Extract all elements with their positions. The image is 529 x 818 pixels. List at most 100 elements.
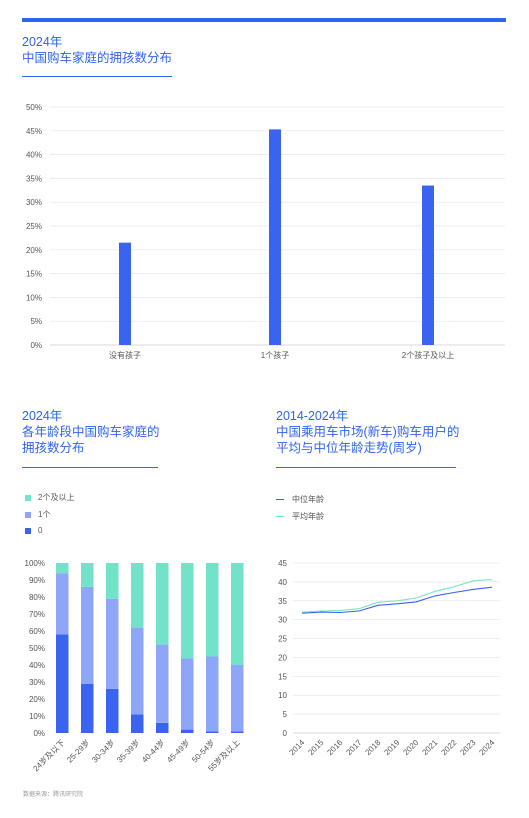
chart1-title: 中国购车家庭的拥孩数分布	[22, 51, 173, 65]
chart2-bar-segment	[231, 665, 244, 732]
chart3-y-tick-label: 20	[278, 653, 287, 662]
chart2-bar-segment	[131, 627, 144, 715]
chart3-y-tick-label: 35	[278, 597, 287, 606]
chart2-y-tick-label: 40%	[29, 661, 45, 670]
chart1-title-underline	[22, 76, 172, 77]
chart3-x-tick-label: 2019	[382, 738, 401, 757]
chart3-x-tick-label: 2014	[287, 738, 306, 757]
chart1-y-tick-label: 0%	[30, 341, 42, 350]
chart3-median-line	[301, 586, 493, 614]
chart1-bar	[269, 129, 281, 345]
chart2-bar-segment	[81, 586, 94, 684]
legend-line-median	[276, 498, 284, 501]
chart3-y-tick-label: 0	[283, 729, 288, 738]
chart1-y-tick-label: 5%	[30, 317, 42, 326]
chart2-x-tick-label: 25-29岁	[64, 737, 91, 764]
chart3-title-year: 2014-2024年	[276, 409, 349, 423]
chart1-title-year: 2024年	[22, 35, 63, 49]
legend-label-2plus: 2个及以上	[38, 493, 75, 502]
source-note: 数据来源：腾讯研究院	[23, 792, 84, 798]
chart2-bar-segment	[81, 563, 94, 587]
chart1-y-tick-label: 20%	[26, 246, 42, 255]
chart2-legend-1: 1个	[25, 509, 50, 520]
chart2-bar-segment	[206, 656, 219, 732]
chart3-y-tick-label: 5	[283, 710, 288, 719]
chart2-bar-segment	[156, 644, 169, 723]
legend-swatch-2plus	[25, 494, 31, 501]
chart2-x-tick-label: 24岁及以下	[31, 737, 67, 773]
chart2-bar-segment	[156, 722, 169, 733]
chart2-title-year: 2024年	[22, 409, 63, 423]
legend-swatch-0	[25, 527, 31, 534]
chart2-bar-segment	[156, 563, 169, 645]
chart3-y-tick-label: 40	[278, 578, 287, 587]
chart3-x-tick-label: 2017	[344, 738, 363, 757]
chart2-y-tick-label: 100%	[25, 559, 45, 568]
chart2-legend-2plus: 2个及以上	[25, 492, 74, 503]
chart2-y-tick-label: 50%	[29, 644, 45, 653]
chart1-bar	[422, 185, 434, 345]
chart2-bar-segment	[81, 683, 94, 733]
chart2-title-line1: 各年龄段中国购车家庭的	[22, 425, 160, 439]
chart2-bar-segment	[56, 563, 69, 574]
chart1-y-tick-label: 45%	[26, 127, 42, 136]
chart2-bar-segment	[231, 563, 244, 665]
chart2-bar-segment	[181, 658, 194, 730]
legend-label-1: 1个	[38, 510, 51, 519]
chart2-bar-segment	[56, 634, 69, 733]
legend-swatch-1	[25, 511, 31, 518]
chart2-bar-segment	[206, 563, 219, 657]
chart2-y-tick-label: 80%	[29, 593, 45, 602]
chart2-bar-segment	[56, 573, 69, 635]
chart3-x-tick-label: 2018	[363, 738, 382, 757]
chart1-y-tick-label: 25%	[26, 222, 42, 231]
chart2-x-tick-label: 30-34岁	[89, 737, 116, 764]
chart1-y-tick-label: 15%	[26, 270, 42, 279]
chart3-x-tick-label: 2016	[325, 738, 344, 757]
chart1-y-tick-label: 50%	[26, 103, 42, 112]
chart3-legend-average: 平均年龄	[276, 511, 324, 522]
chart3-legend-median: 中位年龄	[276, 494, 324, 505]
chart2-y-tick-label: 90%	[29, 576, 45, 585]
chart2-y-tick-label: 70%	[29, 610, 45, 619]
chart3-y-tick-label: 10	[278, 691, 287, 700]
chart2-bar-segment	[131, 563, 144, 628]
chart1-y-tick-label: 35%	[26, 174, 42, 183]
chart1-x-tick-label: 1个孩子	[261, 350, 289, 360]
chart2-y-tick-label: 10%	[29, 712, 45, 721]
chart2-bar-segment	[131, 714, 144, 733]
chart3-title-underline	[276, 467, 456, 468]
chart3-x-tick-label: 2022	[439, 738, 458, 757]
legend-label-median: 中位年龄	[292, 495, 324, 504]
legend-label-0: 0	[38, 526, 43, 535]
legend-label-average: 平均年龄	[292, 512, 324, 521]
chart3-y-tick-label: 45	[278, 559, 287, 568]
chart2-title-line2: 拥孩数分布	[22, 441, 85, 455]
chart3-y-tick-label: 15	[278, 672, 287, 681]
chart2-bar-segment	[231, 731, 244, 733]
chart2-bar-segment	[106, 598, 119, 689]
chart3-title-line2: 平均与中位年龄走势(周岁)	[276, 441, 422, 455]
chart2-y-tick-label: 30%	[29, 678, 45, 687]
chart1-y-tick-label: 10%	[26, 293, 42, 302]
chart1-x-tick-label: 2个孩子及以上	[402, 350, 454, 360]
chart2-bar-segment	[181, 729, 194, 733]
chart2-x-tick-label: 40-44岁	[139, 737, 166, 764]
chart2-bar-segment	[106, 688, 119, 733]
chart2-bar-segment	[206, 731, 219, 733]
chart2-title-underline	[22, 467, 158, 468]
chart2-y-tick-label: 20%	[29, 695, 45, 704]
chart3-y-tick-label: 25	[278, 635, 287, 644]
chart2-bar-segment	[106, 563, 119, 599]
chart1-bar	[119, 242, 131, 345]
chart2-legend-0: 0	[25, 526, 42, 535]
chart3-x-tick-label: 2023	[458, 738, 477, 757]
chart2-y-tick-label: 0%	[33, 729, 45, 738]
chart2-bar-segment	[181, 563, 194, 659]
chart1-x-tick-label: 没有孩子	[109, 350, 141, 360]
chart3-y-tick-label: 30	[278, 616, 287, 625]
chart1-y-tick-label: 30%	[26, 198, 42, 207]
chart2-y-tick-label: 60%	[29, 627, 45, 636]
chart3-title-line1: 中国乘用车市场(新车)购车用户的	[276, 425, 460, 439]
